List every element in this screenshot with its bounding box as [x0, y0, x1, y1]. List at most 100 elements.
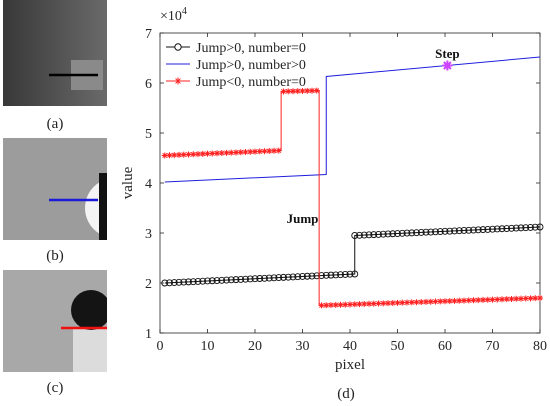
data-point	[356, 231, 363, 239]
data-point	[375, 300, 382, 307]
data-point	[432, 298, 439, 305]
data-point	[194, 277, 202, 285]
data-point	[413, 229, 420, 237]
data-point	[275, 274, 283, 282]
data-point	[403, 229, 411, 237]
data-point	[446, 227, 454, 235]
data-point	[270, 274, 278, 282]
data-point	[180, 278, 188, 286]
line-chart: 0 10 20 30 40 50 60 70 80 1 2 3 4 5 6 7 pixel value ×104 J…	[120, 6, 547, 402]
data-point	[536, 223, 544, 231]
data-point	[346, 270, 354, 278]
data-point	[299, 87, 306, 94]
data-point	[332, 271, 340, 279]
series-jump-pos-number-zero	[161, 223, 544, 287]
data-point	[294, 273, 302, 281]
data-point	[161, 279, 169, 287]
data-point	[199, 277, 207, 285]
data-point	[256, 275, 264, 282]
data-point	[318, 302, 325, 309]
data-point	[384, 230, 392, 238]
data-point	[166, 152, 173, 159]
series-line	[164, 56, 541, 183]
x-tick-label: 40	[343, 339, 357, 354]
data-point	[204, 277, 211, 285]
data-point	[218, 150, 225, 157]
data-point	[408, 229, 416, 237]
data-point	[351, 232, 359, 239]
data-point	[237, 149, 244, 156]
y-exponent-label: ×104	[160, 6, 187, 24]
data-point	[209, 150, 216, 157]
data-point	[531, 223, 539, 231]
panel-c-image	[3, 270, 107, 372]
data-point	[441, 227, 449, 235]
data-point	[489, 225, 496, 233]
data-point	[389, 300, 396, 306]
data-point	[185, 278, 192, 286]
series-jump-neg-number-zero	[161, 87, 543, 309]
data-point	[522, 295, 529, 302]
data-point	[261, 148, 268, 155]
data-point	[308, 272, 316, 280]
data-point	[341, 271, 349, 278]
data-point	[499, 296, 505, 303]
data-point	[475, 297, 482, 304]
data-point	[394, 299, 401, 306]
data-point	[204, 150, 211, 157]
data-point	[265, 274, 273, 282]
x-tick-label: 70	[486, 339, 500, 354]
data-point	[170, 279, 178, 286]
data-point	[470, 297, 477, 304]
x-tick-label: 20	[248, 339, 262, 354]
x-tick-label: 50	[391, 339, 405, 354]
data-point	[422, 228, 430, 236]
caption-a: (a)	[46, 116, 64, 132]
data-point	[242, 275, 249, 283]
x-tick-label: 60	[438, 339, 452, 354]
data-point	[256, 148, 263, 155]
y-tick-label: 5	[145, 127, 152, 142]
data-point	[303, 272, 311, 280]
data-point	[322, 271, 330, 279]
data-point	[479, 226, 487, 234]
data-point	[351, 270, 359, 278]
data-point	[275, 147, 282, 154]
data-point	[313, 87, 320, 94]
data-point	[214, 150, 220, 157]
x-tick-label: 10	[201, 339, 215, 354]
data-point	[508, 224, 515, 232]
data-point	[365, 231, 373, 239]
data-point	[451, 297, 458, 304]
data-point	[379, 230, 387, 238]
data-point	[361, 300, 368, 307]
data-point	[328, 302, 334, 309]
data-point	[228, 149, 235, 156]
data-point	[527, 223, 534, 231]
data-point	[247, 148, 254, 155]
data-point	[380, 300, 387, 307]
panel-b-image	[3, 138, 107, 240]
data-point	[446, 298, 453, 305]
data-point	[337, 271, 344, 279]
data-point	[176, 151, 182, 158]
data-point	[285, 88, 292, 95]
caption-b: (b)	[46, 248, 64, 264]
data-point	[537, 295, 543, 301]
data-point	[246, 275, 254, 283]
data-point	[180, 151, 187, 158]
data-point	[232, 276, 240, 284]
data-point	[237, 275, 245, 283]
data-point	[375, 230, 382, 238]
data-point	[461, 297, 467, 304]
data-point	[417, 228, 425, 236]
data-point	[304, 87, 311, 94]
x-tick-label: 80	[533, 339, 547, 354]
data-point	[271, 147, 277, 154]
data-point	[280, 273, 287, 281]
caption-c: (c)	[46, 380, 64, 396]
y-tick-label: 7	[145, 27, 152, 42]
data-point	[494, 296, 501, 303]
data-point	[185, 151, 192, 158]
data-point	[399, 299, 406, 306]
